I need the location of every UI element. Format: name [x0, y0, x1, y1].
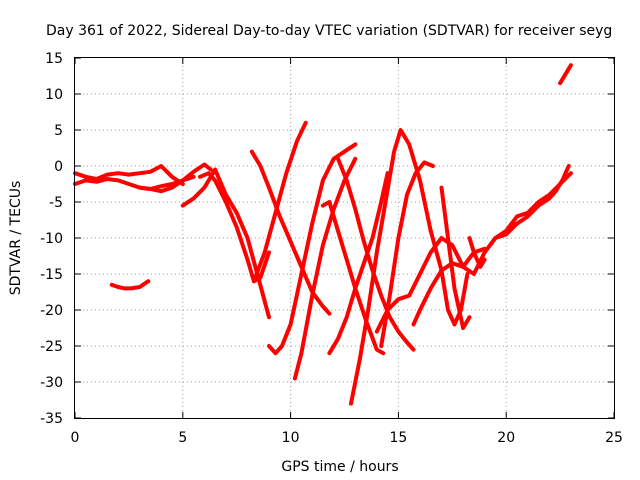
series-line-arc-2	[73, 164, 185, 186]
y-tick-label: -5	[49, 195, 63, 211]
y-tick-label: -10	[40, 231, 63, 247]
series-line-arc-13	[336, 156, 416, 352]
y-tick-label: -25	[40, 339, 63, 355]
series-line-arc-6	[198, 171, 271, 284]
series-line-arc-1	[73, 174, 196, 191]
tick-labels: 0 5 10 15 20 25 -35 -30 -25 -20 -15 -10 -5 0 5 10 15	[40, 51, 623, 446]
x-tick-label: 25	[605, 430, 623, 446]
series-line-arc-16	[379, 160, 435, 348]
y-tick-label: -35	[40, 411, 63, 427]
series-line-arc-17	[411, 246, 487, 327]
x-tick-label: 0	[71, 430, 80, 446]
x-tick-label: 20	[497, 430, 515, 446]
series-line-arc-24	[558, 63, 573, 86]
series-line-arc-18	[428, 228, 470, 327]
series-line-arc-12	[327, 171, 390, 356]
y-tick-label: 15	[45, 51, 63, 67]
series-line-arc-14	[349, 128, 433, 406]
series-line-arc-4	[137, 162, 213, 194]
series-line-arc-8	[267, 142, 358, 356]
series-line-arc-5	[180, 167, 271, 320]
chart-title: Day 361 of 2022, Sidereal Day-to-day VTE…	[46, 23, 612, 39]
y-tick-label: -30	[40, 375, 63, 391]
series-line-arc-20	[461, 221, 519, 276]
plot-frame	[74, 57, 615, 419]
y-axis-label: SDTVAR / TECUs	[8, 181, 24, 296]
y-tick-label: 5	[54, 123, 63, 139]
y-tick-label: -20	[40, 303, 63, 319]
x-axis-label: GPS time / hours	[281, 459, 398, 475]
grid-lines	[75, 58, 614, 418]
y-tick-label: -15	[40, 267, 63, 283]
series-line-arc-3	[109, 279, 151, 291]
y-tick-label: 10	[45, 87, 63, 103]
series-group	[73, 63, 573, 406]
x-tick-label: 10	[282, 430, 300, 446]
series-line-arc-7	[249, 149, 332, 316]
y-tick-label: 0	[54, 159, 63, 175]
series-line-arc-9	[251, 120, 308, 284]
series-line-arc-19	[439, 185, 472, 330]
x-tick-label: 5	[178, 430, 187, 446]
series-line-arc-11	[320, 200, 386, 356]
series-line-arc-21	[467, 236, 487, 269]
x-tick-label: 15	[389, 430, 407, 446]
series-line-arc-10	[292, 156, 358, 381]
series-line-arc-23	[504, 164, 571, 233]
